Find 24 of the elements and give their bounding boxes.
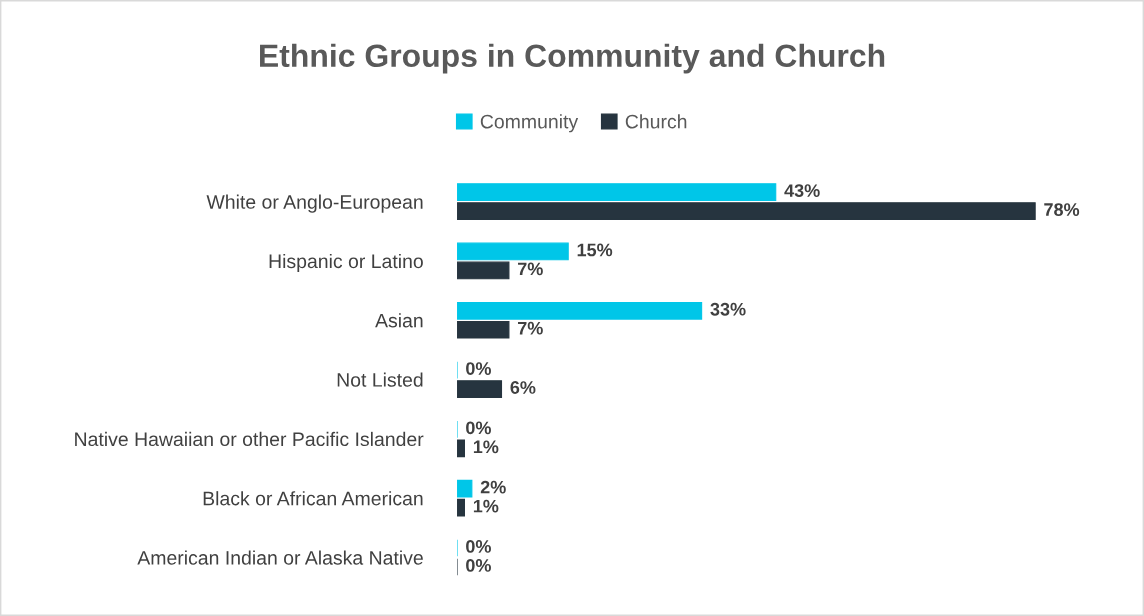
data-label: 7% — [518, 321, 543, 335]
y-tick-label: Black or African American — [203, 491, 423, 506]
data-label: 1% — [473, 499, 499, 513]
data-label: 6% — [510, 381, 536, 394]
data-label: 2% — [480, 480, 506, 494]
chart-title: Ethnic Groups in Community and Church — [260, 43, 885, 74]
y-tick-label: Asian — [375, 313, 423, 328]
data-label: 0% — [466, 362, 491, 375]
y-tick-label: Hispanic or Latino — [269, 253, 423, 273]
legend-label: Community — [480, 114, 579, 133]
data-label: 0% — [466, 540, 491, 553]
data-label: 0% — [466, 559, 491, 572]
data-label: 0% — [466, 421, 491, 435]
data-label: 15% — [577, 243, 613, 257]
data-label: 7% — [518, 262, 543, 276]
data-label: 1% — [473, 440, 499, 454]
y-tick-label: White or Anglo-European — [206, 194, 423, 213]
y-tick-label: Native Hawaiian or other Pacific Islander — [75, 431, 424, 447]
legend-label: Church — [625, 114, 687, 129]
data-label: 43% — [784, 184, 820, 198]
y-tick-label: Not Listed — [337, 372, 423, 387]
y-tick-label: American Indian or Alaska Native — [137, 550, 423, 565]
data-label: 78% — [1044, 203, 1080, 216]
data-label: 33% — [710, 302, 746, 316]
